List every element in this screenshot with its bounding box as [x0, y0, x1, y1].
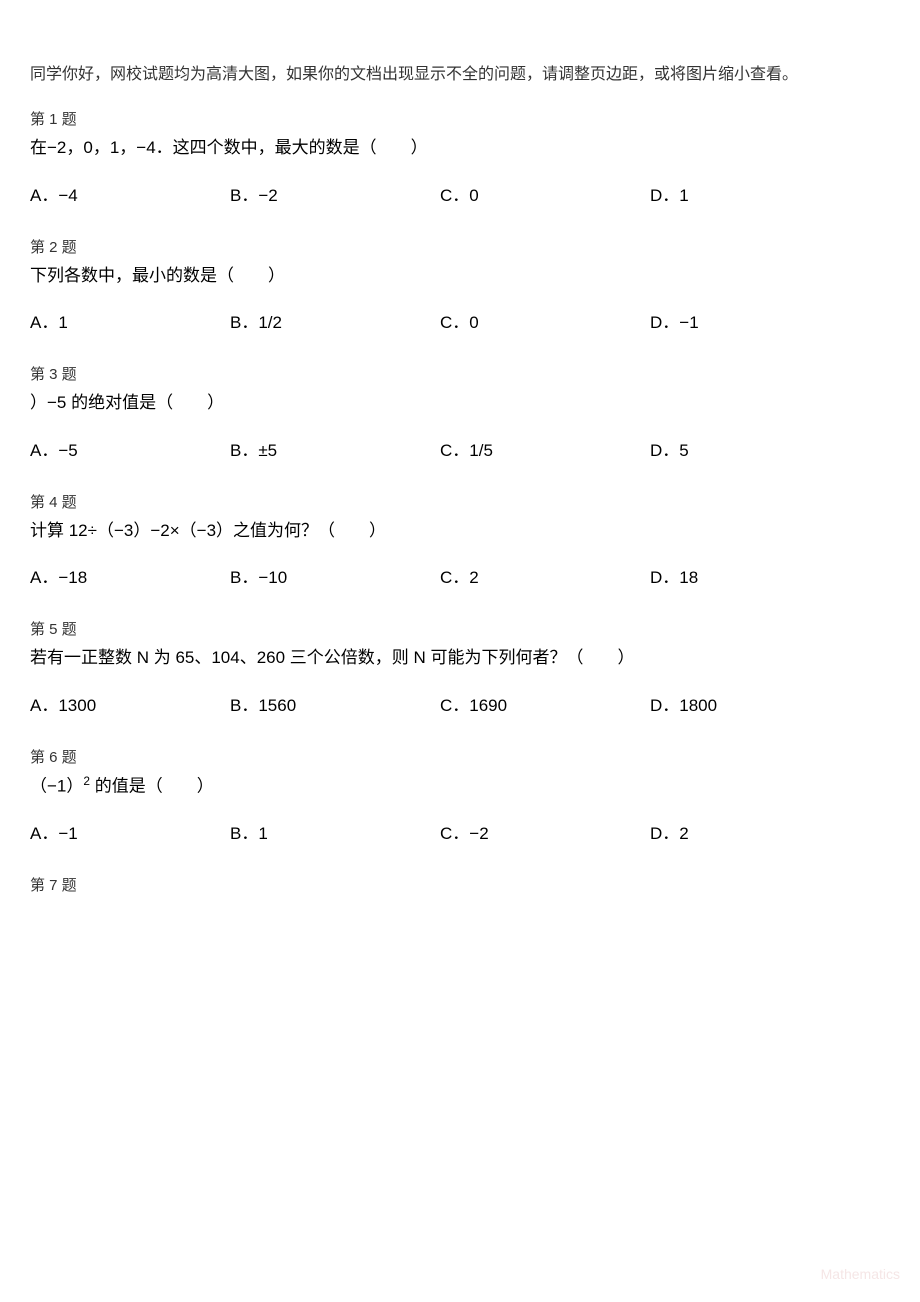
stem-prefix: （−1） [30, 776, 83, 795]
option-c: C．0 [440, 181, 650, 206]
option-c: C．1690 [440, 691, 650, 716]
options-row: A．1 B．1/2 C．0 D．−1 [30, 308, 890, 333]
option-b: B．1 [230, 819, 440, 844]
option-d: D．1800 [650, 691, 890, 716]
question-stem: 下列各数中，最小的数是（ ） [30, 263, 890, 289]
option-a: A．−1 [30, 819, 230, 844]
options-row: A．−18 B．−10 C．2 D．18 [30, 563, 890, 588]
option-b: B．−10 [230, 563, 440, 588]
question-4: 第 4 题 计算 12÷（−3）−2×（−3）之值为何？（ ） A．−18 B．… [30, 491, 890, 589]
option-c: C．−2 [440, 819, 650, 844]
question-number: 第 6 题 [30, 746, 890, 767]
question-number: 第 1 题 [30, 108, 890, 129]
stem-suffix: 的值是（ ） [90, 776, 214, 795]
option-d: D．−1 [650, 308, 890, 333]
question-7: 第 7 题 [30, 874, 890, 895]
question-stem: （−1）2 的值是（ ） [30, 773, 890, 799]
option-a: A．−4 [30, 181, 230, 206]
question-6: 第 6 题 （−1）2 的值是（ ） A．−1 B．1 C．−2 D．2 [30, 746, 890, 844]
option-b: B．±5 [230, 436, 440, 461]
question-number: 第 5 题 [30, 618, 890, 639]
options-row: A．−4 B．−2 C．0 D．1 [30, 181, 890, 206]
options-row: A．−1 B．1 C．−2 D．2 [30, 819, 890, 844]
option-b: B．1/2 [230, 308, 440, 333]
question-stem: 计算 12÷（−3）−2×（−3）之值为何？（ ） [30, 518, 890, 544]
question-stem: 在−2，0，1，−4．这四个数中，最大的数是（ ） [30, 135, 890, 161]
question-3: 第 3 题 ）−5 的绝对值是（ ） A．−5 B．±5 C．1/5 D．5 [30, 363, 890, 461]
question-number: 第 7 题 [30, 874, 890, 895]
intro-text: 同学你好，网校试题均为高清大图，如果你的文档出现显示不全的问题，请调整页边距，或… [30, 60, 890, 84]
question-2: 第 2 题 下列各数中，最小的数是（ ） A．1 B．1/2 C．0 D．−1 [30, 236, 890, 334]
question-stem: ）−5 的绝对值是（ ） [30, 390, 890, 416]
option-c: C．0 [440, 308, 650, 333]
question-number: 第 4 题 [30, 491, 890, 512]
option-d: D．5 [650, 436, 890, 461]
question-5: 第 5 题 若有一正整数 N 为 65、104、260 三个公倍数，则 N 可能… [30, 618, 890, 716]
question-number: 第 2 题 [30, 236, 890, 257]
question-number: 第 3 题 [30, 363, 890, 384]
option-a: A．−18 [30, 563, 230, 588]
option-a: A．−5 [30, 436, 230, 461]
watermark: Mathematics [821, 1266, 900, 1282]
option-b: B．−2 [230, 181, 440, 206]
option-d: D．18 [650, 563, 890, 588]
option-d: D．2 [650, 819, 890, 844]
option-c: C．2 [440, 563, 650, 588]
option-b: B．1560 [230, 691, 440, 716]
option-a: A．1300 [30, 691, 230, 716]
options-row: A．1300 B．1560 C．1690 D．1800 [30, 691, 890, 716]
question-stem: 若有一正整数 N 为 65、104、260 三个公倍数，则 N 可能为下列何者？… [30, 645, 890, 671]
option-d: D．1 [650, 181, 890, 206]
options-row: A．−5 B．±5 C．1/5 D．5 [30, 436, 890, 461]
option-a: A．1 [30, 308, 230, 333]
option-c: C．1/5 [440, 436, 650, 461]
question-1: 第 1 题 在−2，0，1，−4．这四个数中，最大的数是（ ） A．−4 B．−… [30, 108, 890, 206]
